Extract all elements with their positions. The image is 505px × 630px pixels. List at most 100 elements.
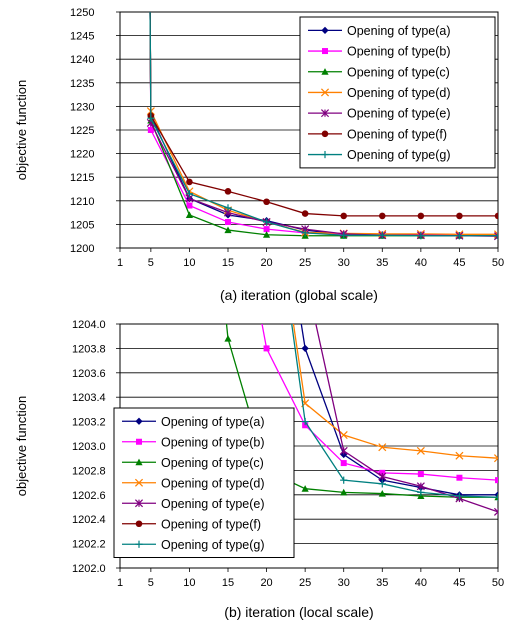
y-tick-label: 1205	[70, 219, 94, 231]
marker-stroke	[493, 230, 498, 236]
legend-item: Opening of type(a)	[308, 24, 451, 38]
marker-stroke	[263, 137, 270, 144]
legend-marker	[321, 150, 329, 159]
legend-item: Opening of type(f)	[308, 127, 447, 141]
data-point	[417, 471, 424, 478]
data-point	[456, 212, 463, 220]
y-tick-label: 1245	[70, 31, 94, 43]
y-tick-label: 1202.4	[72, 514, 106, 526]
data-point	[378, 212, 386, 220]
legend-marker	[135, 458, 143, 466]
data-point	[495, 477, 498, 484]
data-point	[185, 190, 194, 198]
data-point	[416, 446, 425, 455]
y-tick-label: 1203.6	[72, 368, 106, 380]
data-point	[340, 212, 348, 220]
y-tick-label: 1250	[70, 7, 94, 19]
y-tick-label: 1203.8	[72, 343, 106, 355]
legend-label: Opening of type(d)	[347, 86, 451, 100]
plot-area	[146, 12, 498, 241]
y-tick-label: 1210	[70, 196, 94, 208]
data-point	[147, 127, 154, 133]
data-point	[263, 137, 270, 144]
x-tick-label: 40	[415, 577, 427, 589]
legend-marker	[321, 130, 329, 138]
legend-label: Opening of type(c)	[347, 65, 450, 79]
legend-item: Opening of type(g)	[308, 148, 451, 162]
data-point	[455, 492, 464, 500]
data-point	[340, 460, 347, 467]
marker-stroke	[493, 232, 498, 238]
data-point	[494, 232, 498, 240]
data-point	[302, 272, 309, 279]
data-point	[340, 488, 348, 496]
x-tick-label: 30	[338, 257, 350, 269]
data-point	[224, 204, 232, 212]
data-point	[494, 493, 498, 501]
marker-stroke	[263, 137, 270, 144]
legend-marker	[322, 48, 328, 55]
data-point	[147, 114, 155, 122]
data-point	[416, 482, 425, 491]
legend-item: Opening of type(b)	[308, 45, 451, 59]
panel-caption: (a) iteration (global scale)	[220, 287, 378, 303]
y-tick-label: 1235	[70, 78, 94, 90]
plot-frame	[119, 11, 499, 249]
legend-label: Opening of type(e)	[161, 497, 265, 511]
x-tick-label: 1	[117, 257, 123, 269]
legend-marker	[135, 417, 143, 425]
marker-stroke	[320, 88, 330, 97]
data-point	[493, 454, 498, 463]
x-tick-label: 5	[148, 577, 154, 589]
data-point	[493, 507, 498, 516]
data-point	[185, 211, 194, 218]
legend-item: Opening of type(d)	[308, 86, 451, 100]
legend-label: Opening of type(g)	[161, 538, 265, 552]
legend-item: Opening of type(a)	[122, 415, 265, 429]
marker-stroke	[455, 451, 464, 460]
x-tick-label: 15	[222, 257, 234, 269]
x-tick-label: 15	[222, 577, 234, 589]
marker-stroke	[263, 137, 270, 144]
data-point	[225, 219, 231, 226]
data-point	[225, 138, 231, 144]
data-point	[493, 232, 498, 241]
marker-stroke	[493, 511, 498, 516]
y-tick-label: 1203.0	[72, 441, 106, 453]
y-tick-label: 1215	[70, 172, 94, 184]
x-tick-label: 25	[299, 257, 311, 269]
data-point	[378, 231, 386, 239]
x-tick-label: 25	[299, 577, 311, 589]
y-tick-label: 1225	[70, 125, 94, 137]
x-tick-label: 50	[492, 257, 504, 269]
marker-stroke	[263, 137, 270, 144]
x-tick-label: 20	[260, 577, 272, 589]
y-tick-label: 1230	[70, 101, 94, 113]
data-point	[378, 489, 386, 497]
data-point	[263, 137, 270, 144]
series-line	[300, 324, 498, 496]
legend-item: Opening of type(e)	[308, 107, 451, 121]
legend-label: Opening of type(b)	[347, 45, 451, 59]
x-tick-label: 5	[148, 257, 154, 269]
x-tick-label: 20	[260, 257, 272, 269]
data-point	[340, 476, 348, 484]
marker-stroke	[493, 454, 498, 460]
data-point	[263, 226, 270, 233]
data-point	[262, 218, 271, 226]
data-point	[456, 474, 463, 481]
y-tick-label: 1200	[70, 243, 94, 255]
legend: Opening of type(a) Opening of type(b) Open…	[113, 407, 295, 558]
data-point	[417, 212, 425, 220]
panel-caption: (b) iteration (local scale)	[224, 604, 373, 620]
legend-marker	[135, 540, 143, 548]
data-point	[302, 422, 309, 429]
y-tick-label: 1202.6	[72, 490, 106, 502]
marker-stroke	[493, 235, 498, 241]
plot-area	[224, 137, 498, 516]
x-tick-label: 30	[338, 577, 350, 589]
data-point	[263, 345, 270, 352]
y-tick-label: 1202.8	[72, 465, 106, 477]
data-point	[378, 443, 387, 452]
